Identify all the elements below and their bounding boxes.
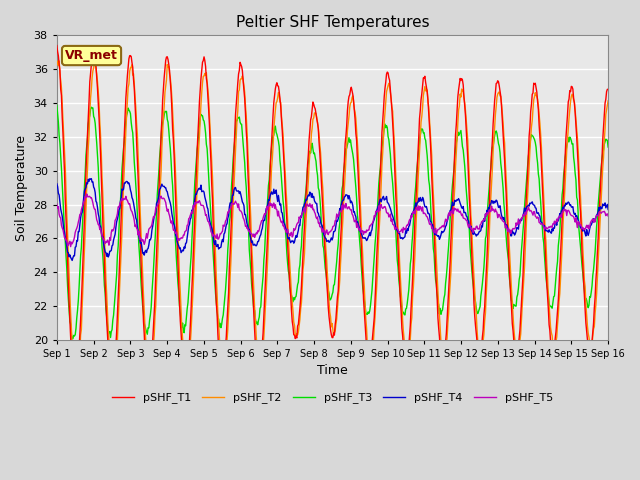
pSHF_T3: [53, 102, 61, 108]
pSHF_T4: [401, 234, 409, 240]
pSHF_T2: [417, 119, 425, 125]
pSHF_T3: [205, 188, 213, 193]
pSHF_T2: [177, 308, 185, 314]
pSHF_T5: [63, 238, 70, 243]
pSHF_T5: [206, 224, 214, 230]
Y-axis label: Soil Temperature: Soil Temperature: [15, 134, 28, 240]
pSHF_T1: [205, 122, 213, 128]
pSHF_T2: [121, 146, 129, 152]
pSHF_T2: [206, 128, 214, 133]
Line: pSHF_T4: pSHF_T4: [57, 179, 608, 261]
pSHF_T1: [417, 108, 424, 113]
Line: pSHF_T1: pSHF_T1: [57, 46, 608, 385]
pSHF_T2: [604, 98, 612, 104]
pSHF_T5: [401, 226, 409, 232]
pSHF_T4: [121, 180, 129, 186]
pSHF_T4: [88, 176, 95, 181]
pSHF_T3: [604, 144, 612, 150]
Line: pSHF_T3: pSHF_T3: [57, 105, 608, 339]
pSHF_T3: [417, 132, 424, 138]
pSHF_T3: [120, 139, 128, 145]
pSHF_T5: [53, 201, 61, 207]
pSHF_T4: [206, 220, 214, 226]
pSHF_T4: [417, 198, 425, 204]
pSHF_T1: [177, 318, 184, 324]
pSHF_T5: [604, 213, 612, 219]
Title: Peltier SHF Temperatures: Peltier SHF Temperatures: [236, 15, 429, 30]
pSHF_T1: [63, 239, 70, 244]
Line: pSHF_T2: pSHF_T2: [57, 61, 608, 382]
pSHF_T5: [121, 196, 129, 202]
pSHF_T5: [83, 191, 91, 197]
pSHF_T2: [53, 61, 61, 67]
Line: pSHF_T5: pSHF_T5: [57, 194, 608, 247]
pSHF_T4: [68, 258, 76, 264]
X-axis label: Time: Time: [317, 364, 348, 377]
pSHF_T1: [53, 43, 61, 48]
pSHF_T1: [120, 131, 128, 137]
pSHF_T3: [177, 310, 184, 316]
Text: VR_met: VR_met: [65, 49, 118, 62]
pSHF_T3: [69, 336, 77, 342]
pSHF_T5: [177, 236, 185, 241]
pSHF_T2: [73, 379, 81, 384]
Legend: pSHF_T1, pSHF_T2, pSHF_T3, pSHF_T4, pSHF_T5: pSHF_T1, pSHF_T2, pSHF_T3, pSHF_T4, pSHF…: [108, 388, 557, 408]
pSHF_T4: [63, 243, 70, 249]
pSHF_T3: [401, 312, 408, 317]
pSHF_T4: [604, 206, 612, 212]
pSHF_T5: [67, 244, 74, 250]
pSHF_T4: [53, 181, 61, 187]
pSHF_T3: [63, 266, 70, 272]
pSHF_T2: [64, 229, 72, 235]
pSHF_T1: [604, 86, 612, 92]
pSHF_T2: [55, 58, 63, 64]
pSHF_T2: [401, 345, 409, 350]
pSHF_T4: [177, 250, 185, 255]
pSHF_T1: [72, 383, 80, 388]
pSHF_T5: [417, 205, 425, 211]
pSHF_T1: [401, 353, 408, 359]
